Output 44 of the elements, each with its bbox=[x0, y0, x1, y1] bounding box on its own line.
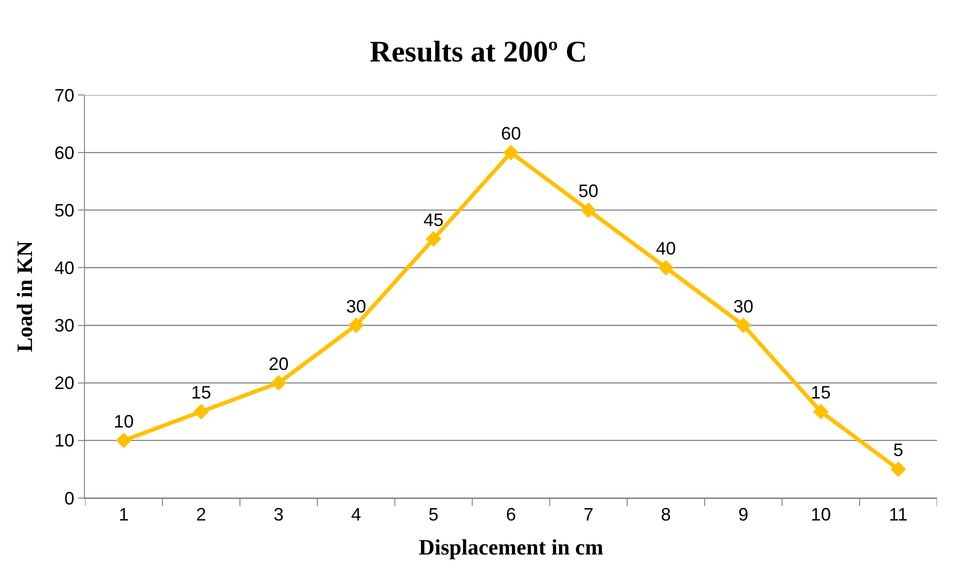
y-tick-label: 70 bbox=[54, 85, 74, 106]
x-tick-label: 7 bbox=[583, 504, 594, 525]
x-tick-label: 4 bbox=[351, 504, 362, 525]
x-tick-label: 3 bbox=[274, 504, 284, 525]
data-label: 15 bbox=[191, 382, 212, 403]
data-label: 30 bbox=[733, 296, 754, 316]
data-label: 30 bbox=[346, 296, 366, 316]
data-label: 10 bbox=[114, 411, 134, 432]
y-tick-label: 20 bbox=[54, 373, 74, 394]
point bbox=[890, 461, 906, 478]
y-tick-label: 30 bbox=[54, 316, 74, 336]
x-tick-label: 9 bbox=[738, 504, 748, 525]
data-label: 40 bbox=[656, 238, 676, 259]
point bbox=[426, 231, 442, 247]
x-axis-title: Displacement in cm bbox=[418, 534, 604, 560]
point bbox=[580, 202, 596, 218]
y-tick-label: 0 bbox=[64, 488, 74, 508]
point bbox=[193, 404, 209, 420]
y-tick-label: 10 bbox=[54, 430, 74, 451]
point bbox=[658, 260, 674, 276]
data-label: 15 bbox=[810, 382, 831, 403]
y-tick-label: 40 bbox=[54, 258, 74, 278]
point bbox=[348, 317, 364, 334]
x-tick-label: 8 bbox=[660, 504, 671, 525]
x-tick-label: 11 bbox=[888, 504, 908, 525]
point bbox=[503, 144, 519, 160]
chart-title: Results at 200º C bbox=[370, 35, 588, 68]
x-tick-label: 2 bbox=[196, 504, 206, 525]
data-label: 50 bbox=[578, 181, 598, 202]
point bbox=[116, 432, 132, 448]
point bbox=[813, 404, 829, 420]
y-tick-label: 50 bbox=[54, 200, 74, 220]
point bbox=[270, 375, 286, 391]
data-label: 60 bbox=[500, 124, 522, 144]
x-tick-label: 6 bbox=[506, 504, 516, 525]
x-tick-label: 10 bbox=[810, 504, 831, 525]
data-label: 5 bbox=[893, 440, 904, 460]
y-axis-title: Load in KN bbox=[12, 240, 38, 352]
data-label: 45 bbox=[424, 210, 444, 230]
x-tick-label: 1 bbox=[118, 504, 129, 525]
point bbox=[736, 317, 752, 334]
y-tick-label: 60 bbox=[54, 142, 74, 163]
x-tick-label: 5 bbox=[428, 504, 439, 525]
data-label: 20 bbox=[268, 354, 289, 374]
